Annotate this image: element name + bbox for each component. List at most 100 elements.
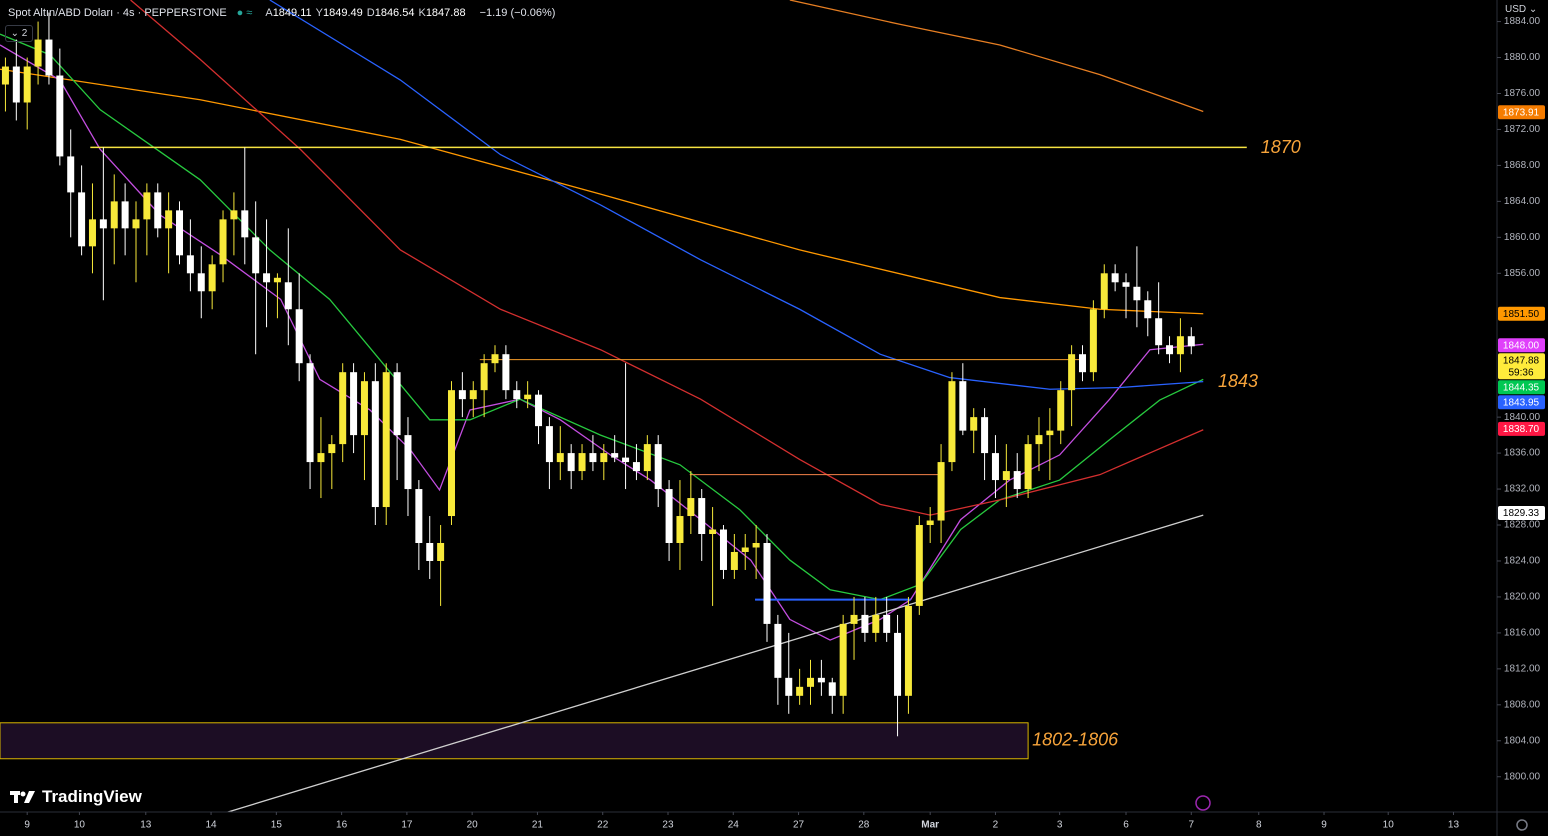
- candle-body: [850, 614, 858, 624]
- candle-body: [176, 210, 184, 256]
- candle-body: [665, 489, 673, 543]
- candle-body: [872, 614, 880, 633]
- candle-body: [578, 453, 586, 472]
- candle-body: [981, 417, 989, 454]
- ma-line: [789, 0, 1204, 113]
- candle-body: [970, 417, 978, 431]
- legend-value: 1849.11: [272, 7, 312, 19]
- candle-body: [937, 462, 945, 521]
- annotation: 1843: [1218, 371, 1258, 391]
- candle-body: [121, 201, 129, 229]
- price-badge: [1498, 506, 1545, 521]
- ma-line: [0, 33, 1204, 601]
- candle-body: [1035, 435, 1043, 445]
- candle-body: [339, 372, 347, 445]
- candle-body: [88, 219, 96, 247]
- price-badge-label: 1829.33: [1503, 508, 1540, 519]
- y-tick-label: 1884.00: [1504, 16, 1541, 27]
- candle-body: [1122, 282, 1130, 287]
- candle-body: [687, 498, 695, 517]
- candle-body: [785, 677, 793, 696]
- legend-key: A: [265, 7, 273, 19]
- x-tick-label: 10: [1383, 820, 1395, 831]
- candle-body: [817, 677, 825, 683]
- candle-body: [567, 453, 575, 472]
- candle-body: [56, 75, 64, 157]
- candle-body: [1111, 273, 1119, 283]
- price-badge-label: 1843.95: [1503, 397, 1540, 408]
- alert-icon[interactable]: [1195, 795, 1211, 811]
- brand-icon: [10, 791, 35, 803]
- candle-body: [730, 551, 738, 570]
- candle-body: [306, 363, 314, 463]
- brand-name: TradingView: [42, 787, 142, 806]
- candle-body: [393, 372, 401, 436]
- y-tick-label: 1800.00: [1504, 771, 1541, 782]
- legend-value: 1847.88: [425, 7, 466, 19]
- x-tick-label: 21: [532, 820, 544, 831]
- y-tick-label: 1832.00: [1504, 484, 1541, 495]
- candle-body: [535, 394, 543, 427]
- candle-body: [926, 520, 934, 526]
- candle-body: [491, 354, 499, 364]
- status-dots: ●≈: [236, 7, 256, 19]
- candle-body: [600, 453, 608, 463]
- price-badge: [1498, 105, 1545, 120]
- price-badge-label: 1851.50: [1503, 309, 1540, 320]
- price-badge-label: 1873.91: [1503, 107, 1540, 118]
- countdown: 59:36: [1508, 367, 1533, 378]
- indicator-toggle[interactable]: ⌄ 2: [5, 25, 33, 42]
- candle-body: [1057, 390, 1065, 431]
- y-tick-label: 1816.00: [1504, 628, 1541, 639]
- candle-body: [839, 623, 847, 696]
- legend-key: K: [418, 7, 426, 19]
- axes: 1800.00 1804.00 1808.00 1812.00 1816.00 1820.…: [24, 16, 1540, 830]
- candle-body: [480, 363, 488, 391]
- candle-body: [1176, 336, 1184, 355]
- brand-logo[interactable]: TradingView: [10, 787, 142, 807]
- candle-body: [654, 444, 662, 490]
- candle-body: [545, 426, 553, 463]
- candle-body: [12, 66, 20, 103]
- ma-line: [0, 44, 1204, 641]
- x-tick-label: 24: [728, 820, 740, 831]
- y-tick-label: 1836.00: [1504, 448, 1541, 459]
- settings-icon[interactable]: [1516, 819, 1528, 831]
- y-tick-label: 1820.00: [1504, 592, 1541, 603]
- x-tick-label: 27: [793, 820, 805, 831]
- price-badge-label: 1838.70: [1503, 424, 1540, 435]
- candle-body: [219, 219, 227, 265]
- candle-body: [67, 156, 75, 193]
- candle-body: [415, 489, 423, 543]
- candle-body: [894, 632, 902, 696]
- x-tick-label: 16: [336, 820, 348, 831]
- x-tick-label: Mar: [921, 820, 939, 831]
- candle-body: [741, 547, 749, 552]
- candle-body: [426, 542, 434, 561]
- candle-body: [328, 444, 336, 454]
- candle-body: [295, 309, 303, 364]
- candle-body: [807, 677, 815, 687]
- candle-body: [165, 210, 173, 229]
- candle-body: [360, 381, 368, 436]
- candle-body: [382, 372, 390, 508]
- candle-body: [350, 372, 358, 436]
- x-tick-label: 10: [74, 820, 86, 831]
- candle-body: [110, 201, 118, 229]
- candle-body: [1155, 318, 1163, 346]
- change: −1.19 (−0.06%): [479, 7, 556, 19]
- currency-menu[interactable]: USD ⌄: [1505, 4, 1538, 15]
- candle-body: [1133, 286, 1141, 301]
- candle-body: [23, 66, 31, 103]
- ma-line: [0, 68, 1204, 315]
- candle-body: [643, 444, 651, 472]
- legend-key: D: [366, 7, 375, 19]
- symbol-title[interactable]: Spot Altın/ABD Doları · 4s · PEPPERSTONE: [8, 7, 227, 19]
- candle-body: [502, 354, 510, 391]
- x-tick-label: 13: [1448, 820, 1460, 831]
- candle-body: [458, 390, 466, 400]
- candle-body: [263, 273, 271, 283]
- candle-body: [1144, 300, 1152, 319]
- y-tick-label: 1876.00: [1504, 88, 1541, 99]
